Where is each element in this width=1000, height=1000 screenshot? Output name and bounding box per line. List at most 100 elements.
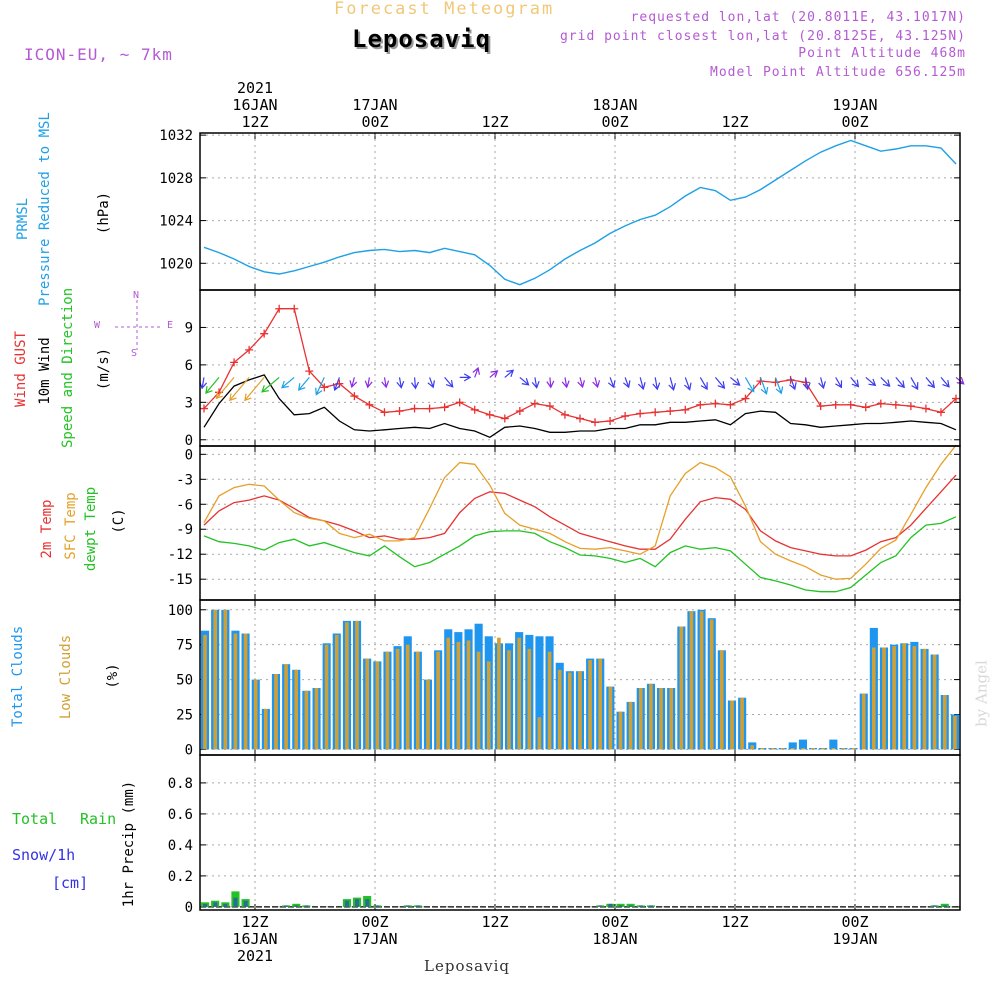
gust-marker bbox=[305, 367, 314, 376]
temperature-ytick-label: -3 bbox=[176, 472, 193, 488]
snow-bar bbox=[405, 905, 410, 907]
precip-ytick-label: 0.4 bbox=[168, 838, 193, 854]
wind-direction-arrow bbox=[699, 377, 708, 391]
gust-marker bbox=[230, 358, 239, 367]
gust-marker bbox=[636, 409, 645, 418]
temperature-panel: 0 -3 -6 -9 -12 -15 bbox=[168, 446, 960, 600]
bottom-time-label: 00Z bbox=[361, 913, 388, 931]
grid-point-coords: grid point closest lon,lat (20.8125E, 43… bbox=[559, 29, 966, 44]
pressure-panel: 1020 1024 1028 1032 bbox=[159, 128, 960, 290]
gust-marker bbox=[245, 345, 254, 354]
gust-marker bbox=[576, 414, 584, 423]
rain-bar bbox=[616, 903, 625, 907]
low-cloud-bar bbox=[770, 748, 775, 750]
low-cloud-bar bbox=[578, 671, 582, 750]
bottom-time-label: 2021 bbox=[237, 947, 273, 965]
wind-direction-arrow bbox=[519, 376, 530, 386]
low-cloud-bar bbox=[426, 679, 430, 750]
low-cloud-bar bbox=[953, 715, 957, 750]
temperature-ytick-label: -15 bbox=[168, 572, 193, 588]
pressure-label-prmsl: PRMSL bbox=[15, 197, 31, 241]
low-cloud-bar bbox=[730, 700, 734, 750]
precip-rain-label: Rain bbox=[80, 810, 117, 828]
snow-bar bbox=[213, 902, 218, 907]
top-time-label: 00Z bbox=[841, 113, 868, 131]
wind-direction-arrow bbox=[818, 377, 826, 390]
low-cloud-bar bbox=[588, 660, 592, 750]
snow-bar bbox=[628, 905, 633, 907]
bottom-time-label: 19JAN bbox=[832, 930, 877, 948]
gust-marker bbox=[380, 408, 389, 417]
gust-marker bbox=[440, 403, 449, 412]
gust-marker bbox=[425, 404, 434, 413]
low-cloud-bar bbox=[679, 626, 684, 750]
low-cloud-bar bbox=[365, 658, 369, 750]
clouds-unit-label: (%) bbox=[105, 663, 121, 689]
low-cloud-bar bbox=[324, 644, 329, 750]
low-cloud-bar bbox=[892, 646, 896, 750]
precip-ytick-label: 0 bbox=[185, 900, 193, 916]
wind-direction-arrow bbox=[396, 377, 405, 389]
low-cloud-bar bbox=[791, 748, 795, 750]
gust-marker bbox=[275, 304, 284, 313]
low-cloud-bar bbox=[355, 620, 359, 750]
temp-2m-line bbox=[203, 474, 957, 557]
wind-direction-arrow bbox=[759, 377, 769, 395]
wind-direction-arrow bbox=[297, 377, 310, 391]
gust-marker bbox=[606, 417, 615, 426]
top-time-label: 12Z bbox=[241, 113, 268, 131]
wind-direction-arrow bbox=[229, 377, 250, 402]
gust-marker bbox=[786, 375, 795, 384]
low-cloud-bar bbox=[598, 658, 602, 750]
wind-direction-arrow bbox=[504, 369, 515, 378]
model-point-altitude: Model Point Altitude 656.125m bbox=[710, 65, 966, 80]
total-cloud-bar bbox=[788, 742, 797, 750]
wind-direction-arrow bbox=[244, 377, 265, 402]
wind-direction-arrow bbox=[561, 377, 570, 389]
total-cloud-bar bbox=[798, 739, 807, 750]
gust-marker bbox=[260, 329, 269, 338]
low-cloud-bar bbox=[841, 748, 846, 750]
snow-bar bbox=[243, 900, 248, 907]
low-cloud-bar bbox=[669, 688, 673, 750]
temp-sfc-label: SFC Temp bbox=[63, 492, 79, 560]
top-time-label: 17JAN bbox=[352, 96, 397, 114]
gust-marker bbox=[455, 398, 464, 407]
rain-bar bbox=[940, 903, 949, 907]
low-cloud-bar bbox=[537, 717, 542, 750]
low-cloud-bar bbox=[456, 641, 461, 750]
wind-direction-arrow bbox=[332, 377, 341, 392]
precip-unit-label: 1hr Precip (mm) bbox=[121, 780, 137, 908]
wind-frame bbox=[199, 289, 961, 447]
precip-frame bbox=[199, 754, 961, 911]
snow-bar bbox=[294, 905, 299, 907]
gust-marker bbox=[952, 394, 960, 403]
wind-direction-arrow bbox=[531, 377, 540, 389]
total-cloud-bar bbox=[829, 739, 838, 750]
top-time-label: 12Z bbox=[481, 113, 508, 131]
wind-direction-arrow bbox=[472, 366, 480, 378]
low-cloud-bar bbox=[497, 637, 501, 750]
wind-direction-arrow bbox=[880, 376, 891, 388]
low-cloud-bar bbox=[527, 648, 532, 750]
gust-marker bbox=[666, 407, 675, 416]
low-cloud-bar bbox=[203, 634, 207, 750]
pressure-frame bbox=[199, 132, 961, 291]
low-cloud-bar bbox=[780, 748, 785, 750]
low-cloud-bar bbox=[517, 637, 521, 750]
top-time-label: 00Z bbox=[361, 113, 388, 131]
snow-bar bbox=[648, 905, 653, 907]
gust-marker bbox=[485, 410, 494, 419]
wind-direction-arrow bbox=[381, 377, 390, 389]
low-cloud-bar bbox=[405, 644, 410, 750]
rain-bar bbox=[626, 903, 635, 907]
pressure-ytick-label: 1024 bbox=[159, 214, 193, 230]
low-cloud-bar bbox=[943, 695, 947, 750]
wind-direction-arrow bbox=[714, 377, 726, 390]
temp-unit-label: (C) bbox=[111, 508, 127, 534]
temp-dewpt-line bbox=[203, 516, 957, 593]
pressure-ytick-label: 1032 bbox=[159, 128, 193, 144]
temp-dewpt-label: dewpt Temp bbox=[83, 486, 99, 572]
pressure-ytick-label: 1020 bbox=[159, 256, 193, 272]
model-label: ICON-EU, ~ 7km bbox=[24, 45, 173, 64]
